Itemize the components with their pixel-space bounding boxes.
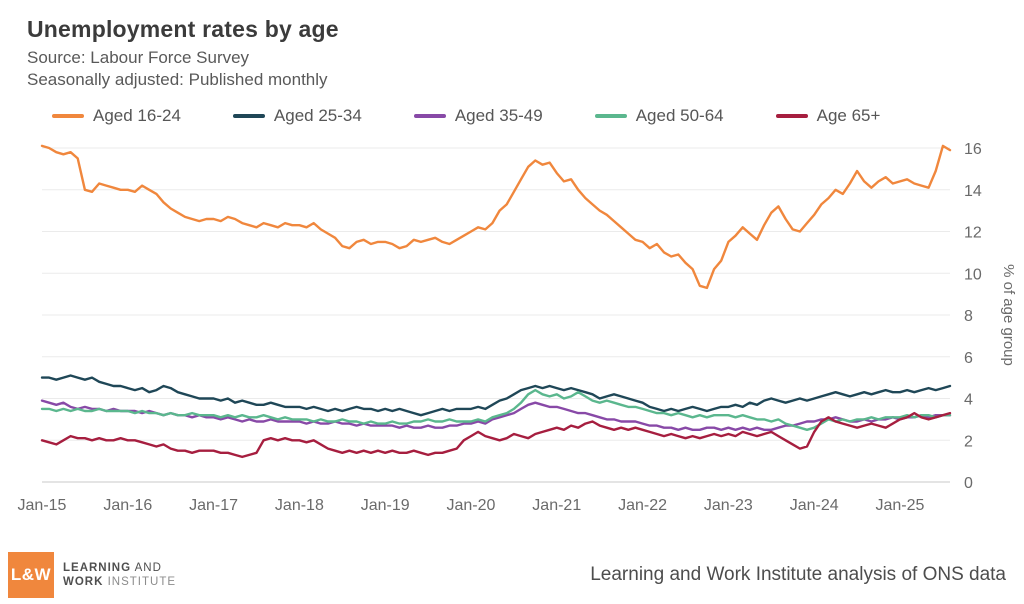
legend-swatch-aged-35-49 <box>413 113 446 118</box>
logo-mark-icon: L&W <box>8 552 54 598</box>
logo-line1-bold: LEARNING <box>63 562 132 574</box>
y-axis-title: % of age group <box>1000 264 1017 366</box>
chart-subtitle-adjustment: Seasonally adjusted: Published monthly <box>27 70 328 90</box>
legend-item-aged-16-24: Aged 16-24 <box>52 106 181 126</box>
legend-swatch-aged-16-24 <box>52 113 84 118</box>
legend-swatch-aged-25-34 <box>232 113 265 118</box>
y-tick-label: 8 <box>964 308 973 325</box>
legend-label-aged-50-64: Aged 50-64 <box>635 105 724 125</box>
y-tick-label: 2 <box>964 433 973 450</box>
x-tick-label: Jan-19 <box>361 497 410 514</box>
series-line-aged-35-49 <box>40 399 952 431</box>
legend-label-aged-16-24: Aged 16-24 <box>93 105 181 125</box>
y-tick-label: 0 <box>964 475 973 492</box>
x-tick-label: Jan-25 <box>875 497 924 514</box>
x-tick-label: Jan-18 <box>275 497 324 514</box>
x-tick-label: Jan-16 <box>103 497 152 514</box>
logo-text: LEARNING AND WORK INSTITUTE <box>63 562 176 588</box>
x-tick-label: Jan-17 <box>189 497 238 514</box>
legend-label-age-65-: Age 65+ <box>816 105 881 125</box>
x-tick-label: Jan-21 <box>532 497 581 514</box>
y-tick-label: 10 <box>964 266 982 283</box>
series-line-aged-50-64 <box>40 388 952 431</box>
logo-line2-bold: WORK <box>63 576 104 588</box>
chart-title: Unemployment rates by age <box>27 16 339 42</box>
legend-swatch-age-65- <box>775 113 808 118</box>
y-tick-label: 14 <box>964 183 982 200</box>
legend-item-aged-50-64: Aged 50-64 <box>594 105 724 126</box>
footer: L&W LEARNING AND WORK INSTITUTE Learning… <box>0 552 1024 598</box>
series-line-age-65- <box>40 411 952 458</box>
logo-line1-rest: AND <box>131 562 162 574</box>
series-line-aged-16-24 <box>40 144 952 289</box>
chart-header: Unemployment rates by age Source: Labour… <box>0 0 1024 92</box>
legend-item-aged-25-34: Aged 25-34 <box>232 105 362 126</box>
chart-subtitle-source: Source: Labour Force Survey <box>27 48 250 67</box>
x-tick-label: Jan-20 <box>447 497 496 514</box>
logo-line-1: LEARNING AND <box>63 562 176 574</box>
x-tick-label: Jan-15 <box>18 497 67 514</box>
y-tick-label: 6 <box>964 350 973 367</box>
legend-label-aged-25-34: Aged 25-34 <box>273 105 362 125</box>
legend-item-aged-35-49: Aged 35-49 <box>413 105 543 126</box>
line-chart: 0 2 4 6 8 10 12 14 16 Jan-15 Jan-16 Jan-17 Jan-18 Jan… <box>18 141 1017 514</box>
y-tick-label: 4 <box>964 391 973 408</box>
x-tick-label: Jan-24 <box>790 497 839 514</box>
legend-swatch-aged-50-64 <box>594 113 627 118</box>
x-tick-label: Jan-23 <box>704 497 753 514</box>
y-tick-label: 12 <box>964 224 982 241</box>
legend-item-age-65-: Age 65+ <box>775 105 881 126</box>
logo-line2-rest: INSTITUTE <box>103 576 177 588</box>
learning-and-work-institute-logo: L&W LEARNING AND WORK INSTITUTE <box>8 552 176 598</box>
logo-line-2: WORK INSTITUTE <box>63 576 176 588</box>
y-tick-label: 16 <box>964 141 982 158</box>
chart-area: 0 2 4 6 8 10 12 14 16 Jan-15 Jan-16 Jan-17 Jan-18 Jan… <box>0 130 1024 535</box>
chart-legend: Aged 16-24 Aged 25-34 Aged 35-49 Aged 50-64… <box>52 106 1024 126</box>
attribution-text: Learning and Work Institute analysis of … <box>590 564 1006 585</box>
x-tick-label: Jan-22 <box>618 497 667 514</box>
series-line-aged-25-34 <box>40 374 952 417</box>
legend-label-aged-35-49: Aged 35-49 <box>454 105 543 125</box>
